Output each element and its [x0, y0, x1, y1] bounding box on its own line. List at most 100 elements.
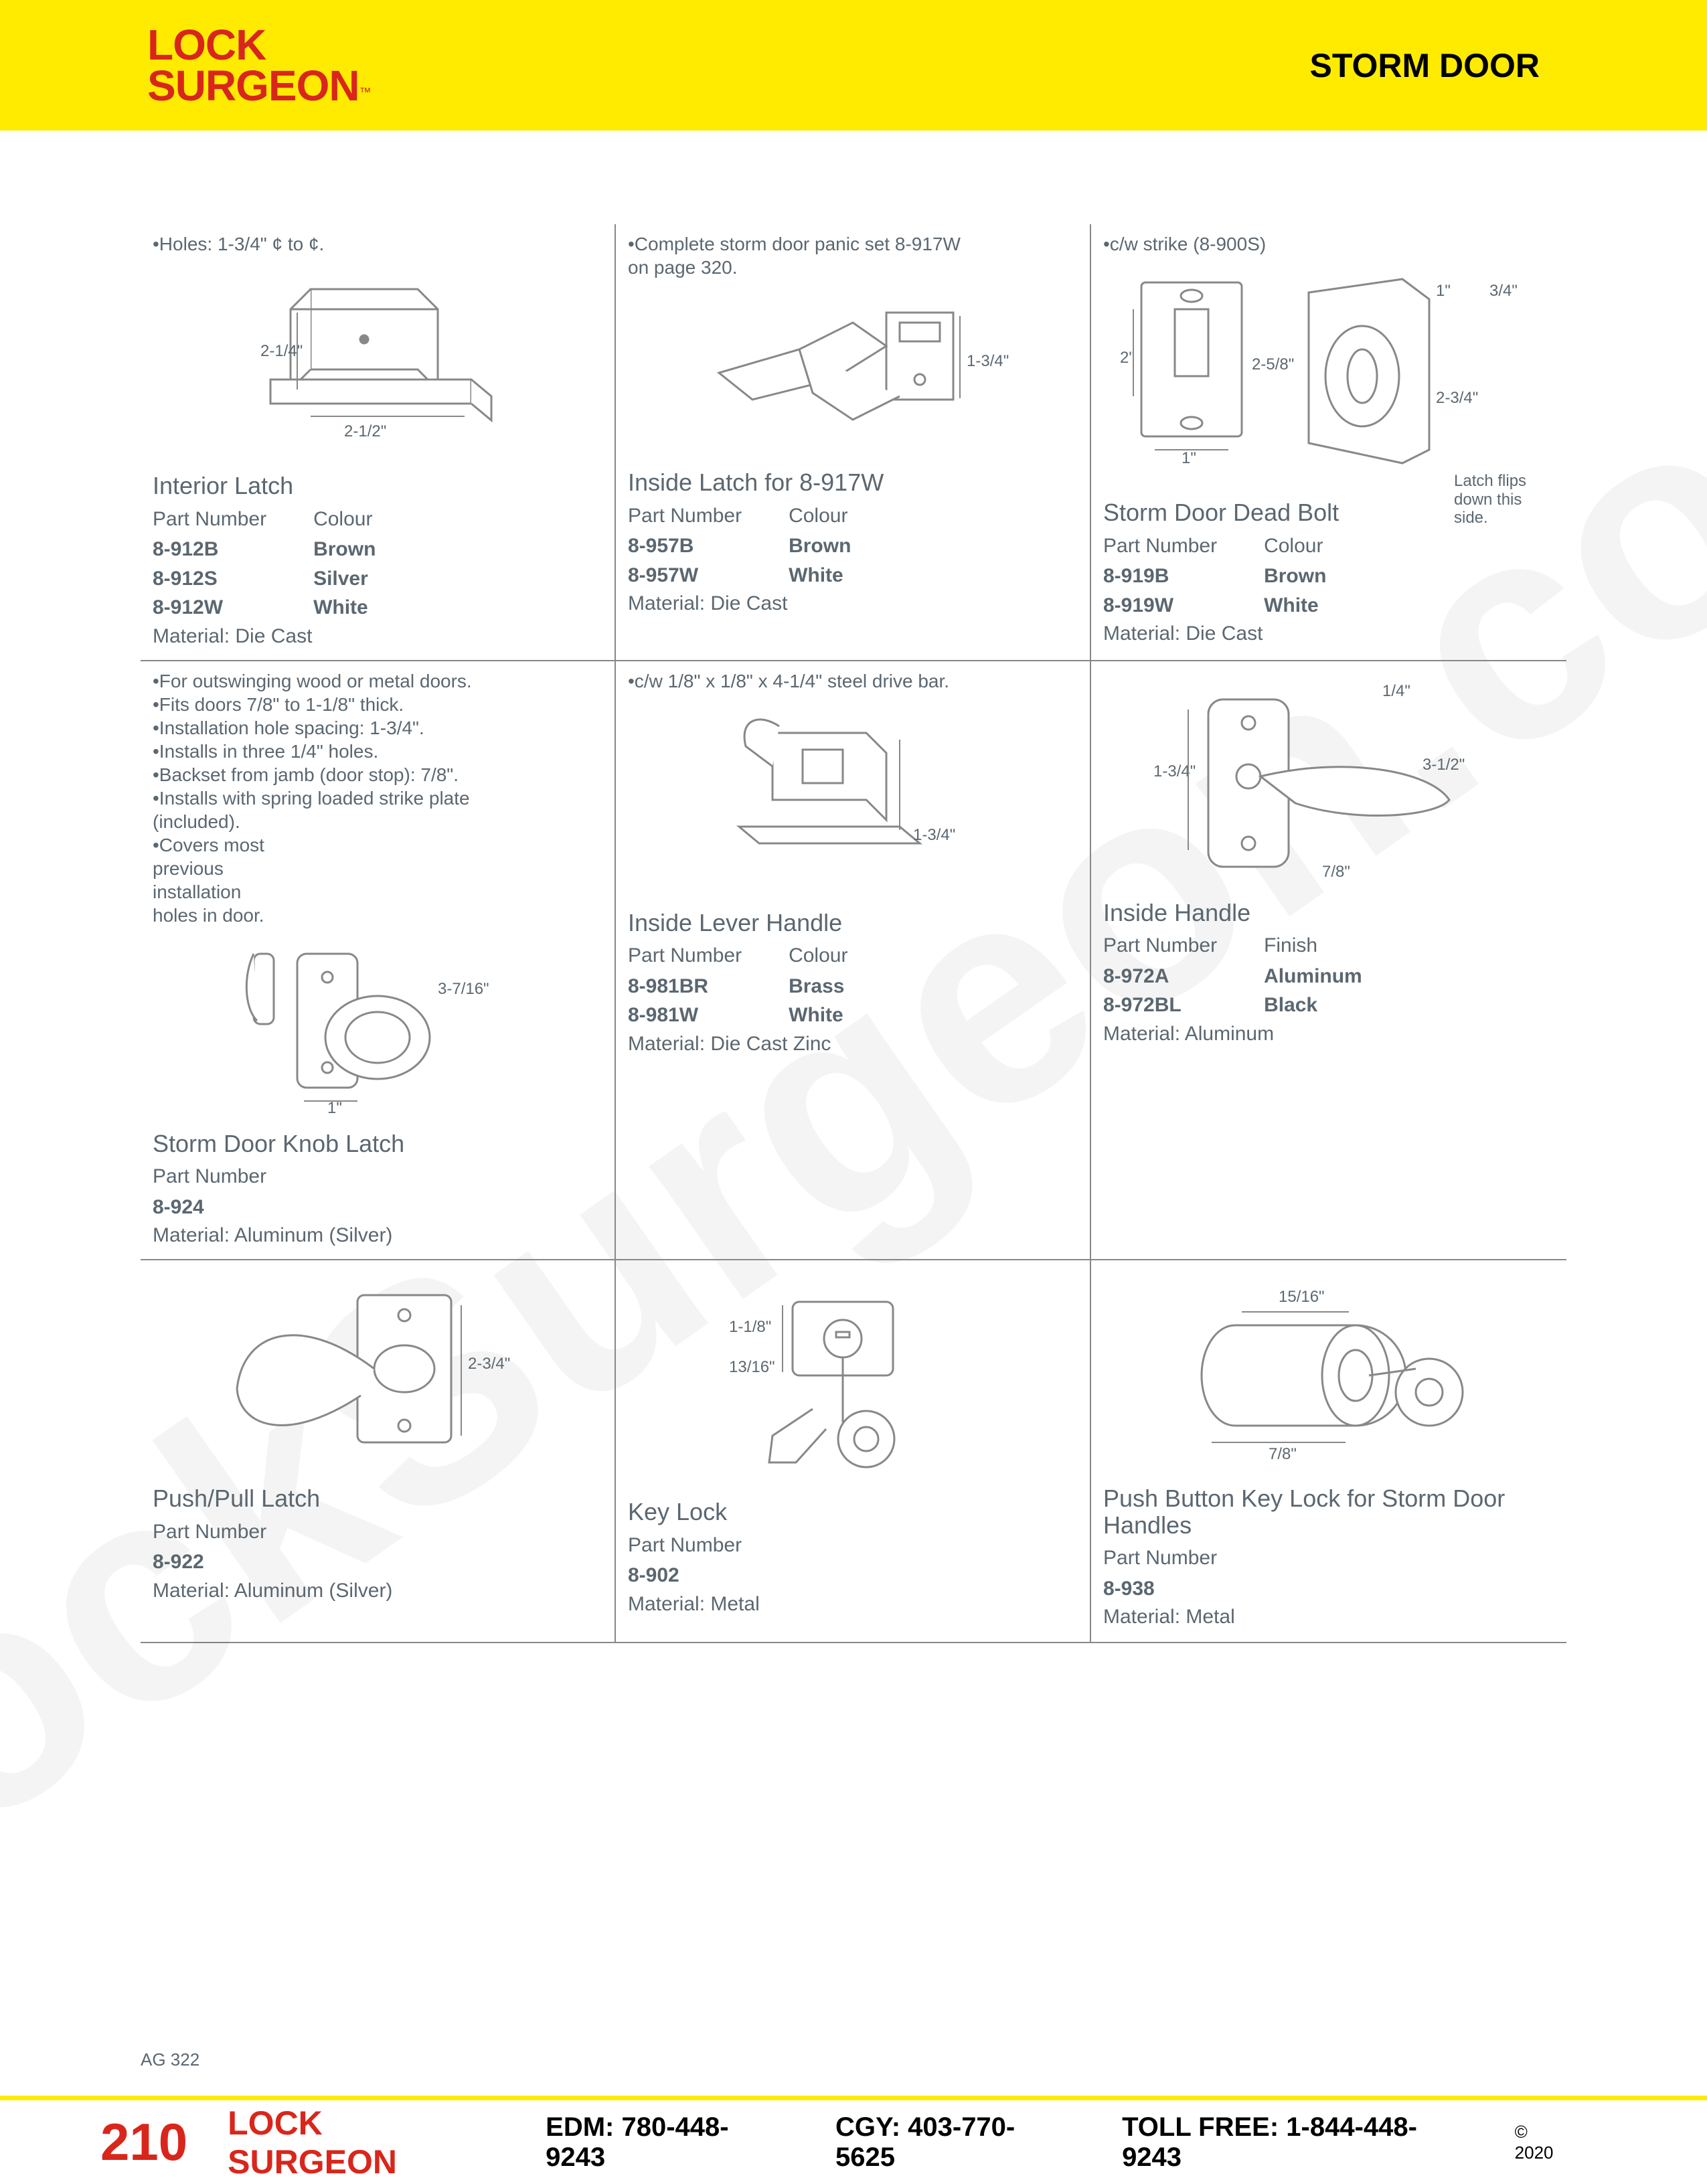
footer-brand: LOCK SURGEON: [228, 2104, 479, 2181]
product-notes: •c/w 1/8" x 1/8" x 4-1/4" steel drive ba…: [628, 669, 1078, 693]
col1-values: 8-912B8-912S8-912W: [153, 535, 266, 622]
svg-text:1-3/4": 1-3/4": [1153, 762, 1196, 780]
content-area: •Holes: 1-3/4" ¢ to ¢. 2-1/4" 2-1/2" Int…: [0, 131, 1707, 1643]
material: Material: Aluminum: [1103, 1023, 1554, 1045]
logo-line2: SURGEON: [147, 62, 359, 110]
product-cell: •c/w strike (8-900S) 2" 1" 2-5/8" 2-3/4"…: [1091, 224, 1566, 661]
svg-text:1-1/8": 1-1/8": [729, 1318, 771, 1336]
svg-text:1-3/4": 1-3/4": [913, 826, 955, 844]
col1-values: 8-924: [153, 1193, 266, 1222]
product-title: Inside Handle: [1103, 900, 1554, 926]
svg-text:3-7/16": 3-7/16": [438, 980, 489, 998]
product-title: Key Lock: [628, 1499, 1078, 1525]
material: Material: Die Cast Zinc: [628, 1033, 1078, 1056]
col2-values: BrassWhite: [789, 972, 847, 1030]
col2-label: Colour: [789, 501, 851, 531]
product-cell: •For outswinging wood or metal doors.•Fi…: [141, 661, 616, 1261]
svg-text:15/16": 15/16": [1279, 1288, 1325, 1306]
svg-text:2-3/4": 2-3/4": [468, 1355, 510, 1373]
product-title: Push Button Key Lock for Storm Door Hand…: [1103, 1485, 1554, 1538]
product-columns: Part Number8-938: [1103, 1543, 1554, 1603]
svg-text:2-1/2": 2-1/2": [344, 422, 386, 440]
product-notes: •Complete storm door panic set 8-917W on…: [628, 232, 1078, 279]
col1-label: Part Number: [1103, 931, 1217, 960]
product-cell: •Complete storm door panic set 8-917W on…: [616, 224, 1091, 661]
material: Material: Die Cast: [153, 625, 602, 648]
svg-text:2-1/4": 2-1/4": [260, 342, 303, 360]
col1-values: 8-938: [1103, 1574, 1217, 1604]
side-note: Latch flips down this side.: [1454, 472, 1554, 527]
svg-text:7/8": 7/8": [1322, 863, 1350, 881]
product-title: Push/Pull Latch: [153, 1485, 602, 1512]
footer-cgy: CGY: 403-770-5625: [835, 2112, 1055, 2173]
product-title: Inside Lever Handle: [628, 910, 1078, 936]
product-title: Inside Latch for 8-917W: [628, 469, 1078, 496]
footer: 210 LOCK SURGEON EDM: 780-448-9243 CGY: …: [0, 2096, 1707, 2184]
product-columns: Part Number8-924: [153, 1162, 602, 1222]
product-columns: Part Number8-981BR8-981W ColourBrassWhite: [628, 941, 1078, 1030]
col2-values: AluminumBlack: [1264, 962, 1362, 1020]
product-diagram: 1-3/4": [628, 699, 1078, 900]
col1-label: Part Number: [1103, 1543, 1217, 1573]
product-diagram: 1-3/4": [628, 286, 1078, 460]
logo-line1: LOCK: [147, 25, 372, 66]
product-diagram: 3-7/16" 1": [153, 934, 602, 1121]
svg-text:2-3/4": 2-3/4": [1436, 389, 1478, 407]
product-columns: Part Number8-902: [628, 1531, 1078, 1590]
col1-label: Part Number: [628, 501, 742, 531]
product-diagram: 2" 1" 2-5/8" 2-3/4" 1" 3/4": [1103, 262, 1554, 490]
page-number: 210: [100, 2112, 187, 2173]
col1-label: Part Number: [153, 505, 266, 534]
svg-text:13/16": 13/16": [729, 1358, 775, 1376]
product-columns: Part Number8-912B8-912S8-912WColourBrown…: [153, 505, 602, 622]
product-columns: Part Number8-922: [153, 1517, 602, 1577]
footer-tollfree: TOLL FREE: 1-844-448-9243: [1122, 2112, 1448, 2173]
product-cell: 1-1/8" 13/16" Key LockPart Number8-902Ma…: [616, 1260, 1091, 1642]
col1-label: Part Number: [153, 1162, 266, 1191]
product-title: Interior Latch: [153, 473, 602, 499]
product-grid: •Holes: 1-3/4" ¢ to ¢. 2-1/4" 2-1/2" Int…: [141, 224, 1566, 1643]
product-cell: 1-3/4" 1/4" 3-1/2" 7/8" Inside Handle Par…: [1091, 661, 1566, 1261]
product-diagram: 2-1/4" 2-1/2": [153, 262, 602, 463]
product-cell: •Holes: 1-3/4" ¢ to ¢. 2-1/4" 2-1/2" Int…: [141, 224, 616, 661]
col2-values: BrownWhite: [789, 531, 851, 590]
product-diagram: 2-3/4": [153, 1275, 602, 1476]
col1-label: Part Number: [628, 941, 742, 971]
col1-values: 8-972A8-972BL: [1103, 962, 1217, 1020]
product-notes: •For outswinging wood or metal doors.•Fi…: [153, 669, 602, 927]
svg-text:1": 1": [1182, 449, 1196, 467]
material: Material: Aluminum (Silver): [153, 1580, 602, 1602]
product-columns: Part Number8-972A8-972BL FinishAluminumBl…: [1103, 931, 1554, 1020]
svg-text:2-5/8": 2-5/8": [1252, 355, 1294, 373]
product-cell: 2-3/4" Push/Pull Latch Part Number8-922 Ma…: [141, 1260, 616, 1642]
logo: LOCK SURGEON™: [147, 25, 372, 106]
product-cell: •c/w 1/8" x 1/8" x 4-1/4" steel drive ba…: [616, 661, 1091, 1261]
col2-label: Finish: [1264, 931, 1362, 960]
col1-label: Part Number: [153, 1517, 266, 1547]
product-cell: 15/16" 7/8" Push Button Key Lock for Sto…: [1091, 1260, 1566, 1642]
logo-tm: ™: [359, 85, 372, 98]
svg-text:2": 2": [1120, 349, 1135, 367]
footer-edm: EDM: 780-448-9243: [546, 2112, 768, 2173]
ag-label: AG 322: [141, 2049, 199, 2070]
col2-label: Colour: [789, 941, 847, 971]
product-notes: •c/w strike (8-900S): [1103, 232, 1554, 256]
product-columns: Part Number8-919B8-919WColourBrownWhite: [1103, 531, 1554, 620]
col2-label: Colour: [313, 505, 376, 534]
product-diagram: 15/16" 7/8": [1103, 1275, 1554, 1476]
svg-text:1/4": 1/4": [1382, 682, 1410, 700]
svg-text:7/8": 7/8": [1269, 1445, 1297, 1463]
col1-label: Part Number: [628, 1531, 742, 1560]
svg-text:3-1/2": 3-1/2": [1422, 756, 1465, 774]
col2-values: BrownWhite: [1264, 562, 1326, 620]
col1-values: 8-922: [153, 1547, 266, 1577]
material: Material: Metal: [1103, 1606, 1554, 1628]
svg-text:1-3/4": 1-3/4": [967, 352, 1009, 370]
col1-label: Part Number: [1103, 531, 1217, 561]
material: Material: Die Cast: [1103, 622, 1554, 645]
product-title: Storm Door Knob Latch: [153, 1130, 602, 1157]
header-category: STORM DOOR: [1309, 46, 1540, 85]
product-notes: •Holes: 1-3/4" ¢ to ¢.: [153, 232, 602, 256]
col1-values: 8-981BR8-981W: [628, 972, 742, 1030]
product-diagram: 1-1/8" 13/16": [628, 1275, 1078, 1489]
